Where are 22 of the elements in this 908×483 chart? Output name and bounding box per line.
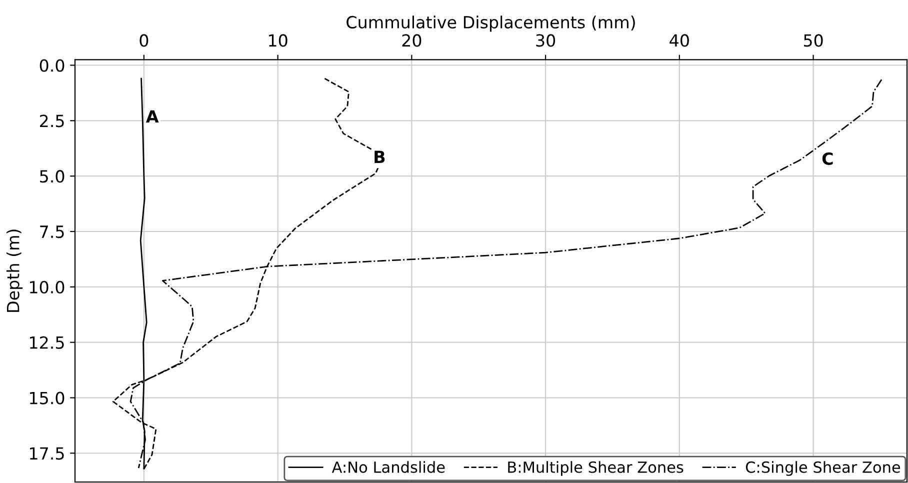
y-tick-label: 10.0 — [30, 280, 64, 294]
legend-label: B:Multiple Shear Zones — [508, 461, 684, 476]
x-tick-label: 10 — [269, 34, 288, 47]
x-tick-label: 40 — [670, 34, 689, 47]
x-axis-title: Cummulative Displacements (mm) — [346, 16, 635, 32]
y-tick-label: 17.5 — [30, 447, 64, 460]
x-tick-label: 30 — [536, 34, 556, 47]
x-tick-label: 50 — [804, 34, 823, 47]
y-tick-label: 7.5 — [40, 226, 64, 238]
legend-label: C:Single Shear Zone — [746, 461, 900, 476]
x-tick-label: 20 — [402, 34, 422, 47]
y-axis-title: Depth (m) — [6, 230, 23, 312]
y-tick-label: 15.0 — [30, 392, 64, 404]
y-tick-label: 12.5 — [30, 336, 64, 349]
y-tick-label: 5.0 — [40, 170, 64, 183]
y-tick-label: 2.5 — [40, 114, 64, 128]
annotation: C — [822, 152, 833, 165]
legend-label: A:No Landslide — [332, 461, 445, 473]
x-tick-label: 0 — [140, 34, 148, 47]
annotation: A — [146, 110, 159, 122]
y-tick-label: 0.0 — [40, 59, 64, 72]
annotation: B — [374, 150, 385, 163]
